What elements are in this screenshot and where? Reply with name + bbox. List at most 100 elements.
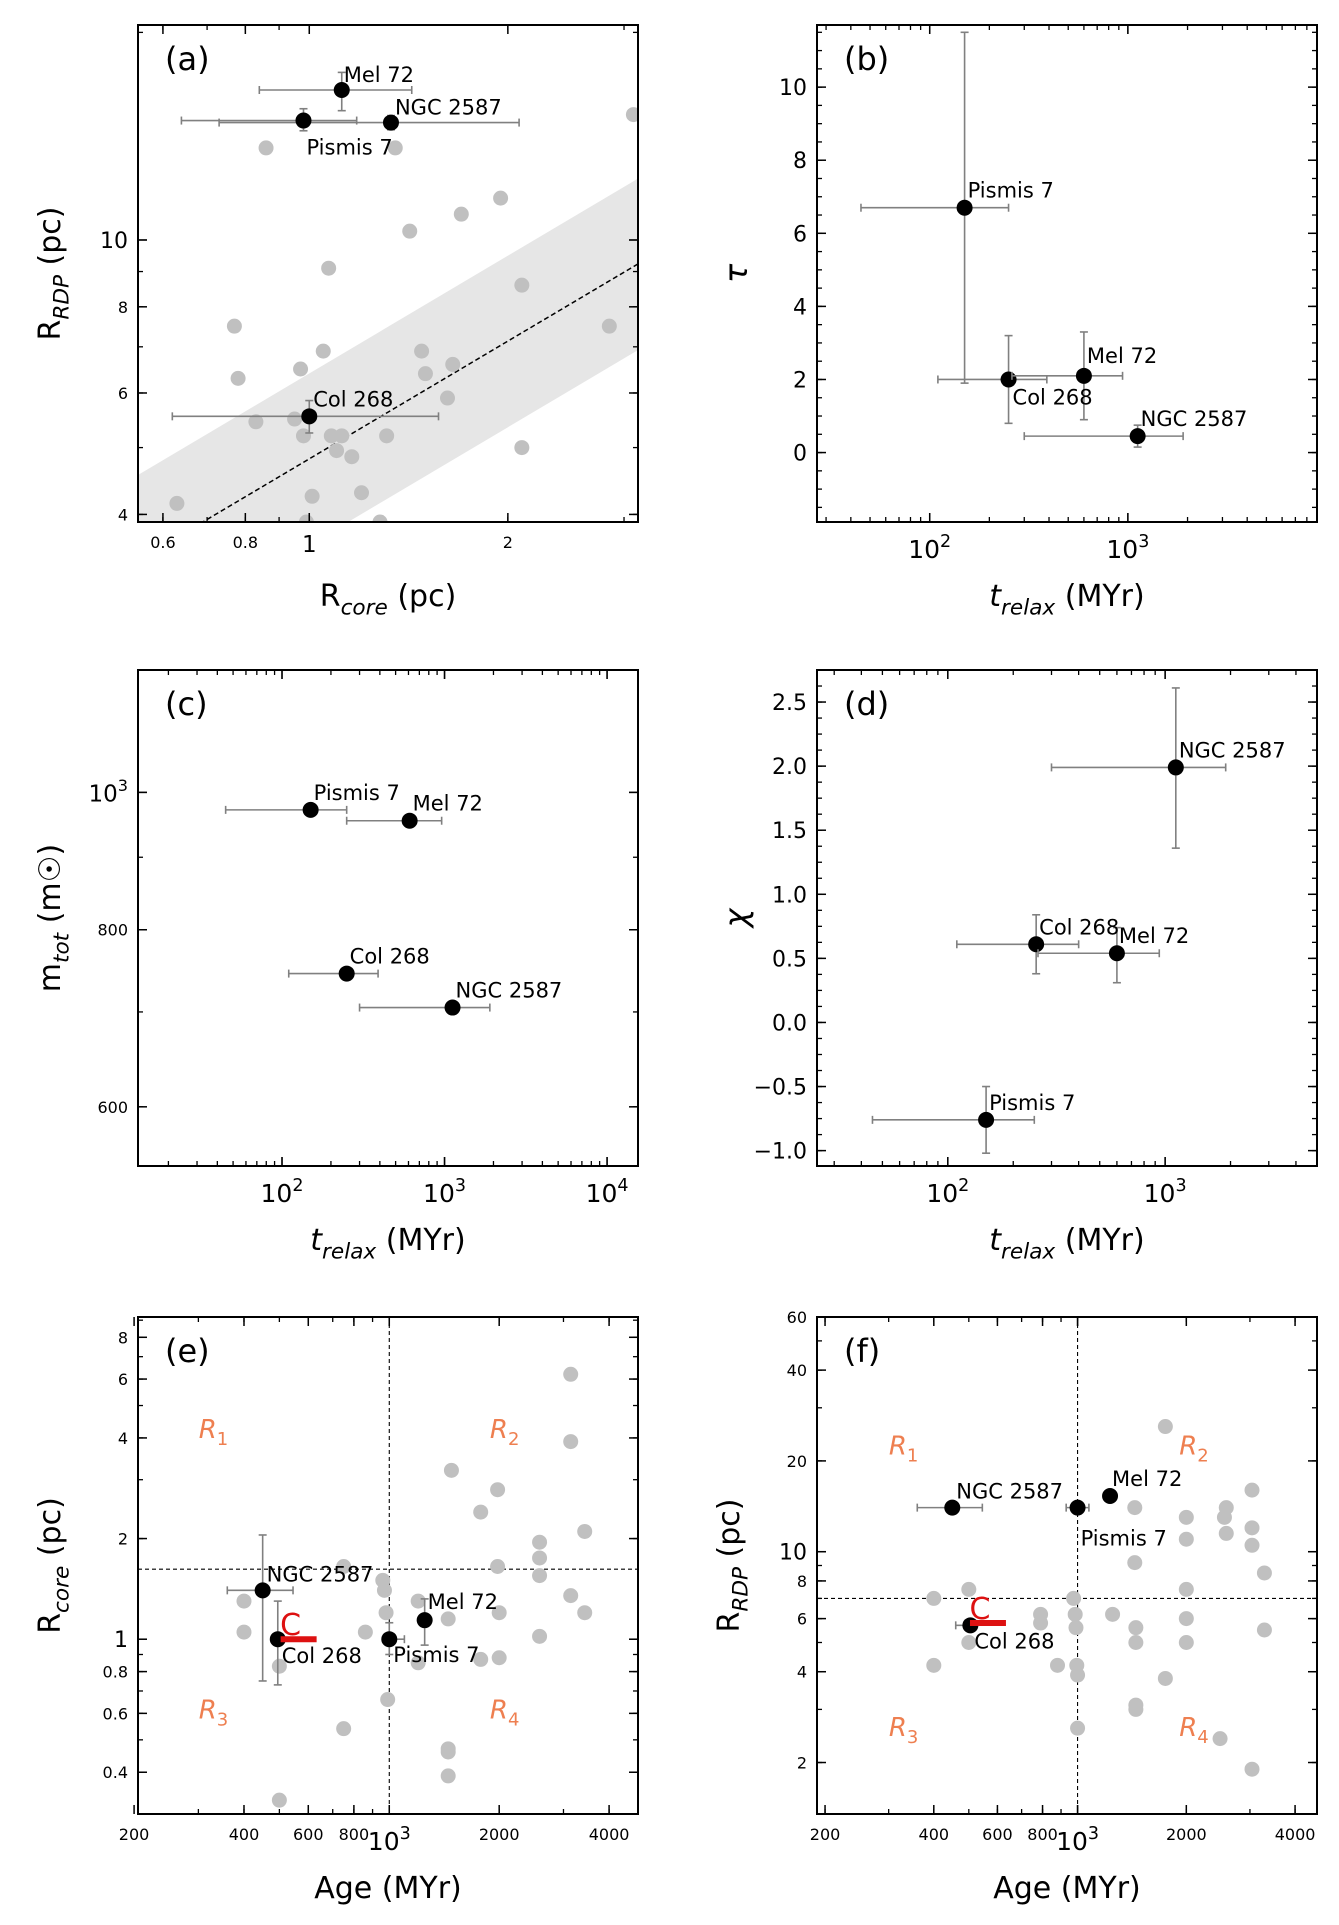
x-axis-label: trelax (MYr) xyxy=(310,1223,465,1264)
background-point xyxy=(1218,1500,1234,1516)
y-axis-label-main: R xyxy=(33,320,68,341)
cluster-point xyxy=(269,1631,286,1648)
background-point xyxy=(1033,1615,1049,1631)
background-point xyxy=(961,1634,977,1650)
x-axis-label-main: R xyxy=(320,579,341,614)
background-point xyxy=(1068,1620,1084,1636)
cluster-point xyxy=(295,112,312,129)
x-tick-label: 102 xyxy=(261,1176,304,1208)
error-bar xyxy=(1050,687,1227,849)
background-point xyxy=(1178,1611,1194,1627)
error-bar xyxy=(937,334,1048,425)
panel-label: (e) xyxy=(165,1332,210,1370)
background-point xyxy=(1256,1622,1272,1638)
x-tick-label-exp: 3 xyxy=(1088,1824,1099,1844)
x-axis-label-sub: core xyxy=(341,595,388,620)
y-axis-label: χ xyxy=(717,907,755,929)
x-tick-label-exp: 3 xyxy=(400,1824,411,1844)
cluster-label: Mel 72 xyxy=(1119,924,1189,948)
cluster-label: Col 268 xyxy=(282,1644,362,1668)
x-tick-label: 800 xyxy=(1027,1825,1058,1844)
background-point xyxy=(1178,1581,1194,1597)
y-axis-label-unit: (pc) xyxy=(33,207,68,275)
region-label: R1 xyxy=(889,1432,919,1467)
background-point xyxy=(304,488,320,504)
y-tick-label: 0 xyxy=(793,442,807,467)
cluster-point xyxy=(1167,759,1184,776)
cluster-point xyxy=(944,1499,961,1516)
x-tick-label: 2 xyxy=(503,533,513,552)
cluster-label: Pismis 7 xyxy=(306,136,392,160)
y-tick-label-base: 10 xyxy=(88,781,117,807)
error-bar xyxy=(224,805,348,814)
background-point xyxy=(380,1692,396,1708)
x-tick-label-base: 10 xyxy=(926,1179,958,1208)
cluster-label: Col 268 xyxy=(1039,915,1119,939)
axes-frame xyxy=(137,24,639,523)
y-axis-label: mtot (m☉) xyxy=(33,844,74,992)
background-point xyxy=(443,1462,459,1478)
background-point xyxy=(1256,1565,1272,1581)
x-axis-label-unit: (MYr) xyxy=(1055,1223,1145,1258)
marker-c-label: C xyxy=(280,1608,301,1643)
background-point xyxy=(236,1624,252,1640)
region-letter: R xyxy=(490,1695,508,1725)
x-tick-label-exp: 3 xyxy=(1138,532,1149,552)
x-axis-label-main: t xyxy=(989,579,1002,614)
y-tick-label: 4 xyxy=(118,505,128,524)
x-tick-label-base: 10 xyxy=(1144,1179,1176,1208)
y-axis-label-unit: (pc) xyxy=(33,1497,68,1565)
background-point xyxy=(1070,1720,1086,1736)
y-tick-label: 4 xyxy=(118,1429,128,1448)
background-point xyxy=(440,1744,456,1760)
background-point xyxy=(445,356,461,372)
x-tick-label-base: 10 xyxy=(368,1827,400,1856)
panel-label: (c) xyxy=(165,685,208,723)
cluster-point xyxy=(444,999,461,1016)
x-tick-label: 103 xyxy=(1106,532,1149,564)
background-point xyxy=(601,318,617,334)
y-tick-label: 2 xyxy=(797,1754,807,1773)
background-point xyxy=(1105,1606,1121,1622)
background-point xyxy=(439,390,455,406)
background-point xyxy=(410,1655,426,1671)
cluster-label: Pismis 7 xyxy=(314,781,400,805)
cluster-label: NGC 2587 xyxy=(267,1562,374,1586)
region-letter: R xyxy=(889,1713,907,1743)
cluster-label: NGC 2587 xyxy=(1141,407,1248,431)
x-axis-label: Age (MYr) xyxy=(993,1871,1141,1906)
cluster-label: Pismis 7 xyxy=(968,179,1054,203)
axes-frame xyxy=(137,1316,639,1815)
x-tick-label-base: 10 xyxy=(261,1179,293,1208)
background-point xyxy=(315,343,331,359)
background-point xyxy=(1218,1525,1234,1541)
region-index: 4 xyxy=(508,1709,519,1730)
y-axis-label-sub: RDP xyxy=(49,275,74,320)
x-tick-label: 102 xyxy=(926,1176,969,1208)
background-point xyxy=(387,140,403,156)
background-point xyxy=(258,140,274,156)
cluster-point xyxy=(1108,945,1125,962)
background-point xyxy=(1178,1634,1194,1650)
background-point xyxy=(532,1628,548,1644)
y-tick-label: 4 xyxy=(797,1663,807,1682)
x-axis-label-unit: (MYr) xyxy=(1055,579,1145,614)
x-tick-label: 103 xyxy=(423,1176,466,1208)
background-point xyxy=(514,277,530,293)
background-point xyxy=(490,1482,506,1498)
region-label: R1 xyxy=(199,1415,229,1450)
background-point xyxy=(473,1651,489,1667)
x-tick-label-base: 10 xyxy=(1056,1827,1088,1856)
background-point xyxy=(230,370,246,386)
background-point xyxy=(1244,1761,1260,1777)
y-tick-label: 8 xyxy=(793,149,807,174)
cluster-label: Pismis 7 xyxy=(989,1091,1075,1115)
y-axis-label: Rcore (pc) xyxy=(33,1497,74,1634)
y-tick-label: 2 xyxy=(118,1530,128,1549)
x-tick-label-exp: 3 xyxy=(455,1176,466,1196)
x-tick-label: 102 xyxy=(908,532,951,564)
background-point xyxy=(321,260,337,276)
y-axis-label: τ xyxy=(717,263,755,283)
